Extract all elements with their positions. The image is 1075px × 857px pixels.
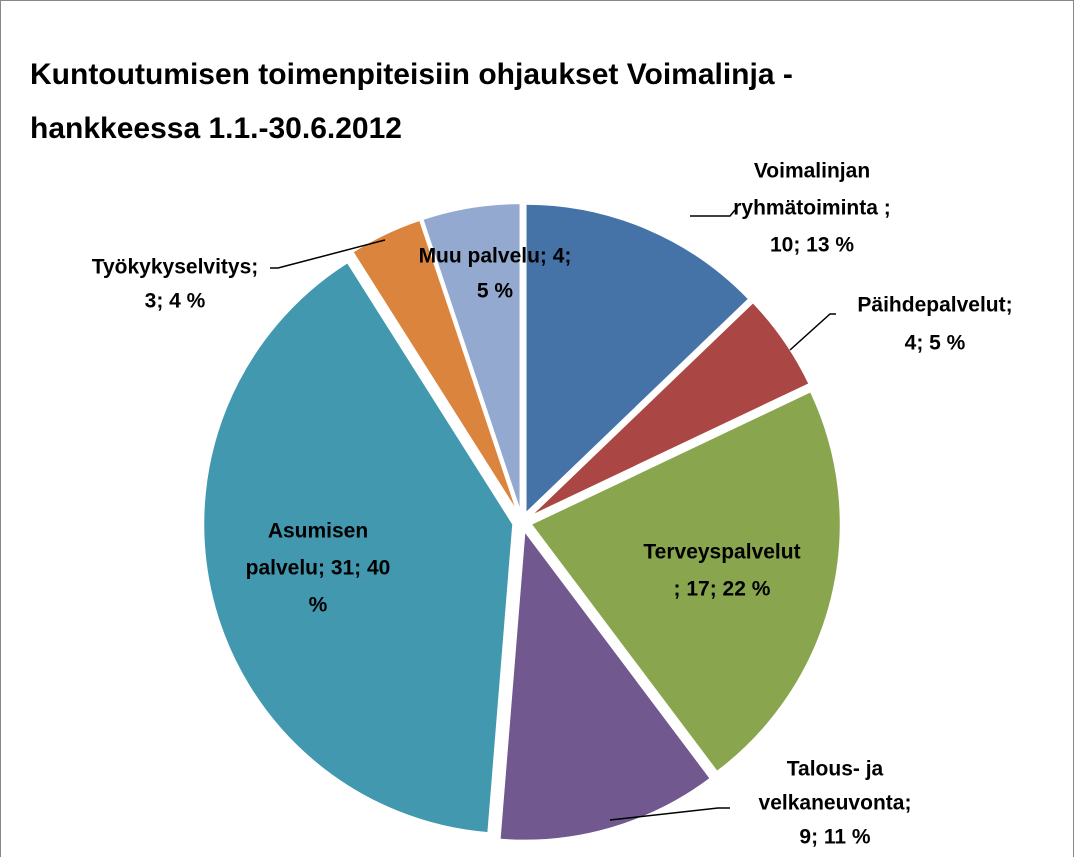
chart-title: Kuntoutumisen toimenpiteisiin ohjaukset …: [30, 58, 793, 91]
leader-line: [690, 209, 736, 217]
data-label: 4; 5 %: [905, 332, 966, 355]
data-label: %: [309, 594, 328, 617]
data-label: 5 %: [477, 280, 514, 303]
pie-slice: [202, 260, 515, 835]
data-label: 10; 13 %: [770, 234, 854, 257]
pie-slice: [529, 389, 842, 774]
data-label: velkaneuvonta;: [759, 792, 912, 815]
data-label: Terveyspalvelut: [643, 541, 800, 564]
pie-slice: [421, 202, 522, 514]
data-label: Talous- ja: [787, 758, 884, 781]
data-label: 3; 4 %: [145, 290, 206, 313]
data-label: Työkykyselvitys;: [92, 256, 259, 279]
data-label: Voimalinjan: [754, 160, 870, 183]
pie-slice: [351, 218, 520, 515]
data-label: Muu palvelu; 4;: [419, 245, 572, 268]
pie-slice: [528, 300, 811, 518]
data-label: Asumisen: [268, 520, 368, 543]
data-label: ; 17; 22 %: [674, 578, 771, 601]
pie-slice: [524, 202, 751, 517]
data-label: palvelu; 31; 40: [246, 557, 391, 580]
leader-line: [609, 807, 730, 821]
data-label: ryhmätoiminta ;: [733, 197, 891, 220]
leader-line: [270, 239, 386, 269]
chart-title: hankkeessa 1.1.-30.6.2012: [30, 112, 402, 145]
leader-line: [789, 313, 836, 351]
data-label: 9; 11 %: [799, 826, 871, 849]
data-label: Päihdepalvelut;: [857, 294, 1012, 317]
pie-slice: [498, 527, 713, 842]
